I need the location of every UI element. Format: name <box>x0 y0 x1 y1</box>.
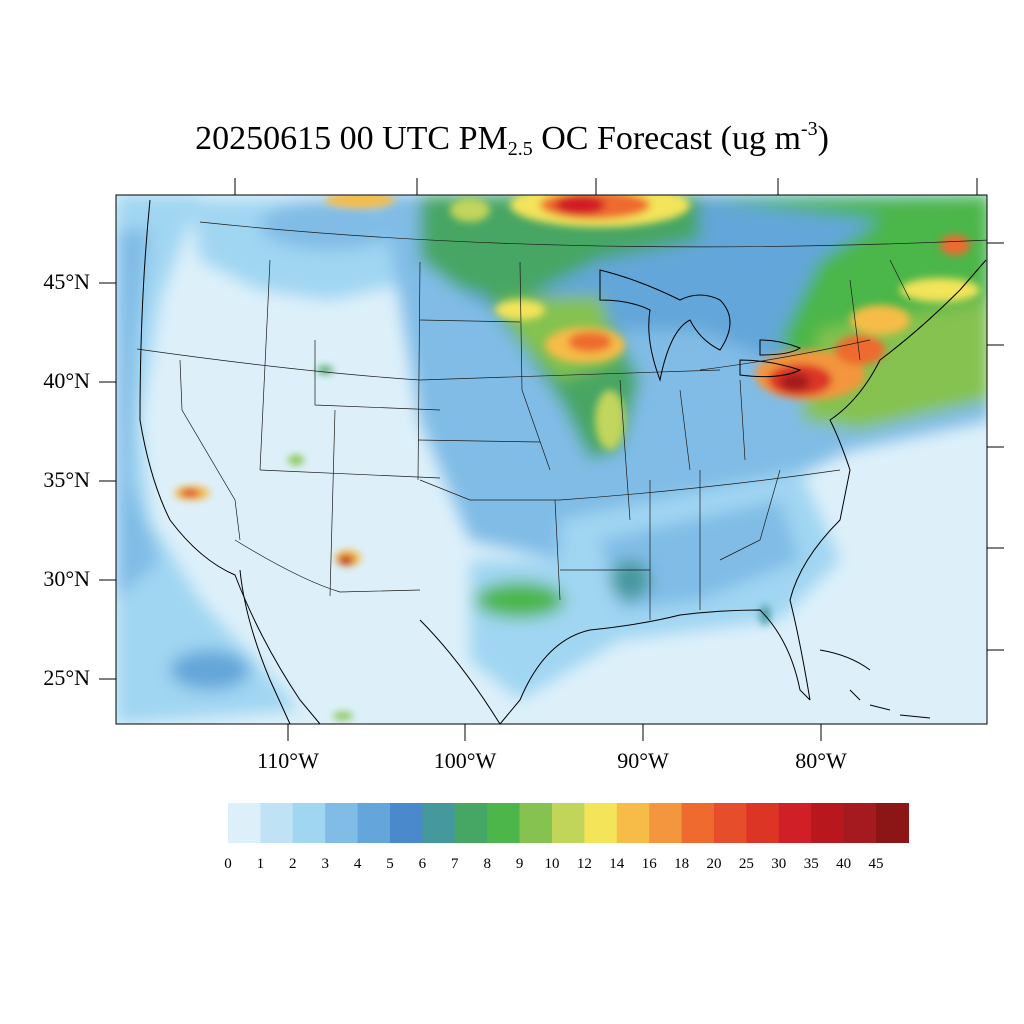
colorbar-label: 16 <box>641 856 657 872</box>
lon-label: 90°W <box>617 748 669 773</box>
colorbar-swatch <box>487 803 521 843</box>
colorbar-swatch <box>552 803 585 843</box>
colorbar-label: 5 <box>386 856 394 872</box>
smoke-plumes <box>174 195 980 720</box>
colorbar-label: 1 <box>256 856 265 872</box>
page-title: 20250615 00 UTC PM2.5 OC Forecast (ug m-… <box>195 118 829 160</box>
lon-label: 100°W <box>433 748 497 773</box>
colorbar-label: 35 <box>803 856 819 872</box>
colorbar-label: 18 <box>674 856 690 872</box>
lat-label: 35°N <box>43 467 90 492</box>
left-ticks <box>99 282 116 680</box>
colorbar-swatch <box>714 803 747 843</box>
colorbar-swatch <box>292 803 326 843</box>
colorbar <box>228 803 909 843</box>
colorbar-label: 40 <box>836 856 852 872</box>
colorbar-swatch <box>519 803 553 843</box>
colorbar-label: 2 <box>289 856 297 872</box>
colorbar-label: 14 <box>609 856 625 872</box>
colorbar-swatch <box>390 803 423 843</box>
colorbar-swatch <box>681 803 715 843</box>
concentration-field <box>116 195 987 724</box>
colorbar-swatch <box>454 803 488 843</box>
colorbar-label: 6 <box>418 856 427 872</box>
caribbean-islands <box>819 649 931 719</box>
top-ticks <box>234 178 978 195</box>
colorbar-label: 3 <box>321 856 329 872</box>
colorbar-swatch <box>228 803 261 843</box>
colorbar-swatch <box>811 803 845 843</box>
colorbar-swatch <box>357 803 391 843</box>
colorbar-label: 10 <box>544 856 560 872</box>
colorbar-label: 7 <box>451 856 459 872</box>
colorbar-label: 4 <box>353 856 362 872</box>
colorbar-swatch <box>584 803 618 843</box>
lat-label: 40°N <box>43 368 90 393</box>
lat-label: 25°N <box>43 665 90 690</box>
right-ticks <box>987 242 1004 651</box>
colorbar-swatch <box>746 803 780 843</box>
colorbar-label: 45 <box>868 856 884 872</box>
colorbar-swatch <box>876 803 909 843</box>
colorbar-label: 12 <box>576 856 592 872</box>
colorbar-label: 30 <box>771 856 787 872</box>
lon-label: 80°W <box>795 748 847 773</box>
bottom-ticks <box>287 724 822 741</box>
lat-label: 45°N <box>43 269 90 294</box>
colorbar-swatch <box>649 803 683 843</box>
colorbar-swatch <box>260 803 294 843</box>
colorbar-label: 9 <box>515 856 524 872</box>
coastlines <box>139 199 987 724</box>
colorbar-swatch <box>325 803 359 843</box>
lat-label: 30°N <box>43 566 90 591</box>
colorbar-label: 0 <box>224 856 232 872</box>
colorbar-label: 25 <box>738 856 754 872</box>
lon-label: 110°W <box>257 748 319 773</box>
colorbar-swatch <box>422 803 456 843</box>
colorbar-swatch <box>616 803 650 843</box>
map-border <box>115 194 988 725</box>
map-field <box>116 195 987 724</box>
colorbar-swatch <box>843 803 877 843</box>
colorbar-label: 20 <box>706 856 722 872</box>
state-boundaries <box>136 221 987 620</box>
colorbar-swatch <box>778 803 812 843</box>
colorbar-label: 8 <box>483 856 491 872</box>
